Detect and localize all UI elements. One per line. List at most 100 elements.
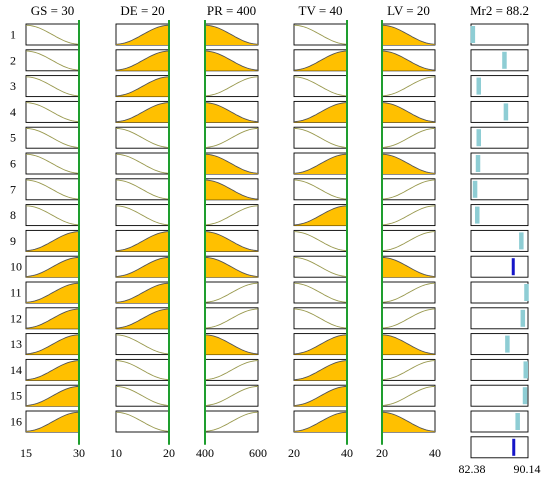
curve-line — [116, 411, 170, 432]
response-marker-13 — [505, 335, 510, 353]
response-marker-11 — [524, 284, 529, 301]
curve-line — [26, 50, 80, 71]
curve-line — [25, 360, 79, 381]
curve-line — [293, 334, 347, 355]
curve-line — [381, 360, 435, 381]
row-label-15: 15 — [10, 389, 22, 403]
axis-ticks: 15 30 10 20 400 600 20 40 20 40 82.38 90.14 — [20, 446, 541, 476]
curve-line — [294, 179, 348, 200]
response-marker-3 — [476, 77, 481, 95]
curve-line — [293, 386, 347, 406]
row-label-1: 1 — [10, 28, 16, 42]
curve-line — [116, 205, 170, 226]
curve-line — [115, 50, 169, 71]
curve-line — [293, 102, 347, 123]
row-label-6: 6 — [10, 157, 16, 171]
response-frame — [470, 23, 529, 46]
row-label-2: 2 — [10, 53, 16, 67]
curve-line — [115, 24, 169, 45]
curve-line — [204, 360, 258, 381]
response-frame — [470, 384, 529, 407]
response-marker-9 — [519, 232, 524, 250]
curve-line — [115, 257, 169, 277]
curve-line — [294, 24, 348, 45]
response-marker-15 — [522, 387, 528, 405]
curve-line — [294, 231, 348, 252]
row-label-16: 16 — [10, 415, 22, 429]
curve-line — [115, 282, 169, 303]
curve-line — [293, 50, 347, 71]
curve-line — [204, 282, 258, 303]
tick-max-5: 40 — [429, 446, 441, 460]
curve-line — [115, 308, 169, 329]
curve-line — [205, 102, 259, 123]
tick-min-5: 20 — [376, 446, 388, 460]
response-panels — [470, 23, 529, 459]
header-response: Mr2 = 88.2 — [470, 3, 529, 18]
tick-max-4: 40 — [341, 446, 353, 460]
curve-line — [381, 205, 435, 226]
curve-line — [116, 386, 170, 406]
header-5: LV = 20 — [387, 3, 430, 18]
curve-line — [382, 411, 436, 432]
response-marker-2 — [502, 51, 507, 69]
curve-line — [26, 153, 80, 174]
curve-line — [294, 308, 348, 329]
curve-line — [294, 257, 348, 277]
response-tick-max: 90.14 — [514, 462, 541, 476]
response-frame — [470, 100, 529, 123]
curve-line — [381, 386, 435, 406]
response-frame — [470, 281, 529, 304]
curve-line — [116, 360, 170, 381]
curve-line — [205, 334, 259, 355]
row-label-10: 10 — [10, 260, 22, 274]
curve-line — [294, 76, 348, 97]
curve-line — [294, 128, 348, 148]
response-frame — [470, 307, 529, 330]
response-marker-4 — [503, 103, 509, 121]
column-headers: GS = 30 DE = 20 PR = 400 TV = 40 LV = 20 Mr2 … — [31, 3, 529, 18]
curve-line — [26, 76, 80, 97]
curve-line — [381, 128, 435, 148]
curve-line — [293, 411, 347, 432]
row-label-11: 11 — [10, 286, 22, 300]
row-label-9: 9 — [10, 234, 16, 248]
curve-line — [205, 50, 259, 71]
curve-line — [205, 179, 259, 200]
row-label-12: 12 — [10, 311, 22, 325]
response-marker-8 — [475, 206, 480, 224]
curve-line — [293, 153, 347, 174]
curve-line — [382, 50, 436, 71]
curve-line — [116, 334, 170, 355]
curve-line — [204, 128, 258, 148]
curve-line — [204, 411, 258, 432]
response-marker-7 — [472, 180, 478, 198]
response-frame — [470, 333, 529, 356]
summary-marker — [512, 438, 516, 456]
tick-min-2: 10 — [110, 446, 122, 460]
curve-line — [205, 24, 259, 45]
curve-line — [25, 257, 79, 277]
response-frame — [470, 204, 529, 227]
curve-line — [381, 76, 435, 97]
header-1: GS = 30 — [31, 3, 74, 18]
curve-line — [204, 386, 258, 406]
curve-line — [381, 282, 435, 303]
response-frame — [470, 49, 529, 72]
tick-max-1: 30 — [73, 446, 85, 460]
curve-line — [115, 76, 169, 97]
curve-line — [381, 231, 435, 252]
response-frame — [470, 410, 529, 433]
curve-line — [25, 282, 79, 303]
row-label-3: 3 — [10, 79, 16, 93]
response-frame — [470, 75, 529, 98]
curve-line — [26, 102, 80, 123]
response-marker-12 — [520, 309, 526, 327]
response-marker-10 — [511, 258, 515, 276]
row-label-14: 14 — [10, 363, 22, 377]
row-label-7: 7 — [10, 182, 16, 196]
response-marker-16 — [515, 413, 520, 430]
curve-line — [293, 360, 347, 381]
curve-line — [382, 257, 436, 277]
